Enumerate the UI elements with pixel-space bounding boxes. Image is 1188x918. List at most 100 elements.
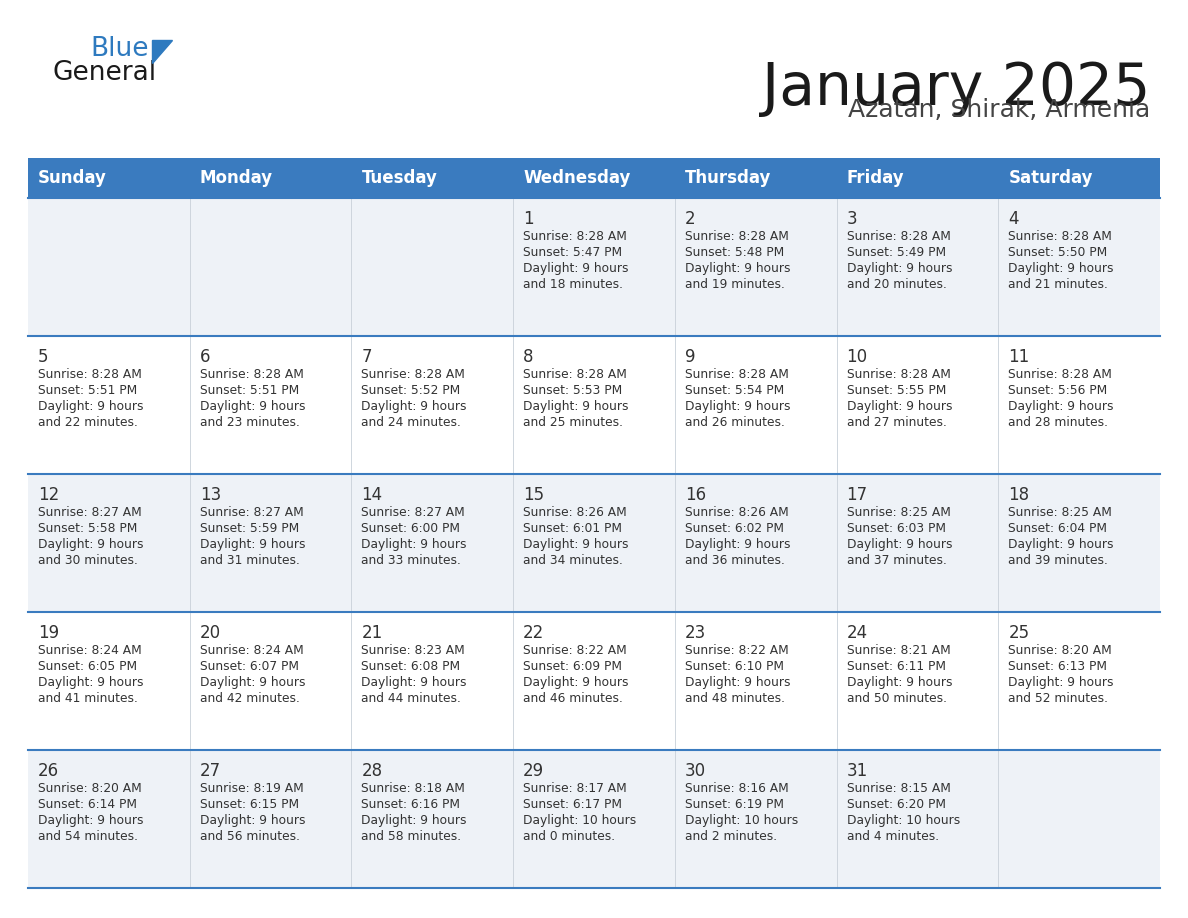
Text: Sunrise: 8:25 AM: Sunrise: 8:25 AM [1009,506,1112,519]
Text: Sunset: 6:11 PM: Sunset: 6:11 PM [847,660,946,673]
Text: Sunrise: 8:21 AM: Sunrise: 8:21 AM [847,644,950,657]
Text: 9: 9 [684,348,695,366]
Text: 21: 21 [361,624,383,642]
Text: 18: 18 [1009,486,1030,504]
Text: 30: 30 [684,762,706,780]
Text: and 23 minutes.: and 23 minutes. [200,416,299,429]
Text: Daylight: 10 hours: Daylight: 10 hours [847,814,960,827]
Text: Sunset: 5:59 PM: Sunset: 5:59 PM [200,522,299,535]
Text: Daylight: 9 hours: Daylight: 9 hours [38,538,144,551]
Text: Azatan, Shirak, Armenia: Azatan, Shirak, Armenia [848,98,1150,122]
Text: Daylight: 9 hours: Daylight: 9 hours [1009,676,1114,689]
Text: and 26 minutes.: and 26 minutes. [684,416,785,429]
Text: Daylight: 9 hours: Daylight: 9 hours [684,538,790,551]
Text: Daylight: 10 hours: Daylight: 10 hours [523,814,637,827]
Text: 29: 29 [523,762,544,780]
Text: and 39 minutes.: and 39 minutes. [1009,554,1108,567]
Text: 3: 3 [847,210,858,228]
Text: 20: 20 [200,624,221,642]
Text: Sunrise: 8:16 AM: Sunrise: 8:16 AM [684,782,789,795]
Text: Daylight: 9 hours: Daylight: 9 hours [200,538,305,551]
Text: 19: 19 [38,624,59,642]
Text: Sunrise: 8:24 AM: Sunrise: 8:24 AM [38,644,141,657]
Text: Daylight: 9 hours: Daylight: 9 hours [361,814,467,827]
Text: Sunrise: 8:28 AM: Sunrise: 8:28 AM [684,230,789,243]
Text: and 54 minutes.: and 54 minutes. [38,830,138,843]
Text: Daylight: 9 hours: Daylight: 9 hours [200,400,305,413]
Text: and 27 minutes.: and 27 minutes. [847,416,947,429]
Text: Daylight: 10 hours: Daylight: 10 hours [684,814,798,827]
Text: Daylight: 9 hours: Daylight: 9 hours [361,538,467,551]
Text: Saturday: Saturday [1009,169,1093,187]
Text: 23: 23 [684,624,706,642]
Text: Daylight: 9 hours: Daylight: 9 hours [684,262,790,275]
Text: Sunset: 5:51 PM: Sunset: 5:51 PM [200,384,299,397]
Text: Sunrise: 8:28 AM: Sunrise: 8:28 AM [1009,230,1112,243]
Text: Sunrise: 8:28 AM: Sunrise: 8:28 AM [1009,368,1112,381]
Text: Sunrise: 8:22 AM: Sunrise: 8:22 AM [684,644,789,657]
Text: Sunset: 6:02 PM: Sunset: 6:02 PM [684,522,784,535]
Text: Sunrise: 8:27 AM: Sunrise: 8:27 AM [200,506,303,519]
Text: Sunrise: 8:28 AM: Sunrise: 8:28 AM [523,230,627,243]
Text: Sunset: 6:03 PM: Sunset: 6:03 PM [847,522,946,535]
Text: 26: 26 [38,762,59,780]
Text: Sunset: 5:51 PM: Sunset: 5:51 PM [38,384,138,397]
Text: Daylight: 9 hours: Daylight: 9 hours [523,538,628,551]
Text: Daylight: 9 hours: Daylight: 9 hours [200,814,305,827]
Text: Sunset: 6:00 PM: Sunset: 6:00 PM [361,522,461,535]
Text: and 36 minutes.: and 36 minutes. [684,554,785,567]
Text: Sunset: 6:20 PM: Sunset: 6:20 PM [847,798,946,811]
Text: Thursday: Thursday [684,169,771,187]
Text: Daylight: 9 hours: Daylight: 9 hours [847,538,952,551]
Text: Sunrise: 8:28 AM: Sunrise: 8:28 AM [847,230,950,243]
Text: Sunrise: 8:27 AM: Sunrise: 8:27 AM [38,506,141,519]
Text: and 34 minutes.: and 34 minutes. [523,554,623,567]
Text: 15: 15 [523,486,544,504]
Text: 25: 25 [1009,624,1030,642]
Bar [29,198,1159,336]
Bar [29,612,1159,750]
Text: Daylight: 9 hours: Daylight: 9 hours [38,676,144,689]
Text: 11: 11 [1009,348,1030,366]
Text: Sunrise: 8:19 AM: Sunrise: 8:19 AM [200,782,303,795]
Text: Sunset: 6:01 PM: Sunset: 6:01 PM [523,522,623,535]
Text: 5: 5 [38,348,49,366]
Bar [29,750,1159,888]
Text: Sunrise: 8:26 AM: Sunrise: 8:26 AM [684,506,789,519]
Text: and 20 minutes.: and 20 minutes. [847,278,947,291]
Text: Sunrise: 8:25 AM: Sunrise: 8:25 AM [847,506,950,519]
Text: Sunrise: 8:28 AM: Sunrise: 8:28 AM [361,368,466,381]
Bar [29,158,1159,198]
Text: and 25 minutes.: and 25 minutes. [523,416,624,429]
Text: and 58 minutes.: and 58 minutes. [361,830,462,843]
Text: and 33 minutes.: and 33 minutes. [361,554,461,567]
Text: 13: 13 [200,486,221,504]
Text: Sunset: 5:52 PM: Sunset: 5:52 PM [361,384,461,397]
Text: Daylight: 9 hours: Daylight: 9 hours [1009,538,1114,551]
Text: and 19 minutes.: and 19 minutes. [684,278,785,291]
Polygon shape [152,40,172,63]
Text: Daylight: 9 hours: Daylight: 9 hours [200,676,305,689]
Text: Daylight: 9 hours: Daylight: 9 hours [361,400,467,413]
Text: and 18 minutes.: and 18 minutes. [523,278,624,291]
Text: 17: 17 [847,486,867,504]
Text: and 0 minutes.: and 0 minutes. [523,830,615,843]
Text: Friday: Friday [847,169,904,187]
Text: January 2025: January 2025 [762,60,1150,117]
Text: and 31 minutes.: and 31 minutes. [200,554,299,567]
Text: Wednesday: Wednesday [523,169,631,187]
Text: and 30 minutes.: and 30 minutes. [38,554,138,567]
Text: Daylight: 9 hours: Daylight: 9 hours [523,676,628,689]
Text: and 46 minutes.: and 46 minutes. [523,692,623,705]
Text: Sunrise: 8:28 AM: Sunrise: 8:28 AM [200,368,304,381]
Text: Sunset: 5:47 PM: Sunset: 5:47 PM [523,246,623,259]
Text: and 50 minutes.: and 50 minutes. [847,692,947,705]
Text: and 41 minutes.: and 41 minutes. [38,692,138,705]
Text: Sunset: 5:54 PM: Sunset: 5:54 PM [684,384,784,397]
Text: Sunset: 6:10 PM: Sunset: 6:10 PM [684,660,784,673]
Text: Sunset: 6:17 PM: Sunset: 6:17 PM [523,798,623,811]
Text: Sunset: 6:05 PM: Sunset: 6:05 PM [38,660,137,673]
Text: 27: 27 [200,762,221,780]
Text: Sunset: 5:58 PM: Sunset: 5:58 PM [38,522,138,535]
Text: Sunrise: 8:27 AM: Sunrise: 8:27 AM [361,506,466,519]
